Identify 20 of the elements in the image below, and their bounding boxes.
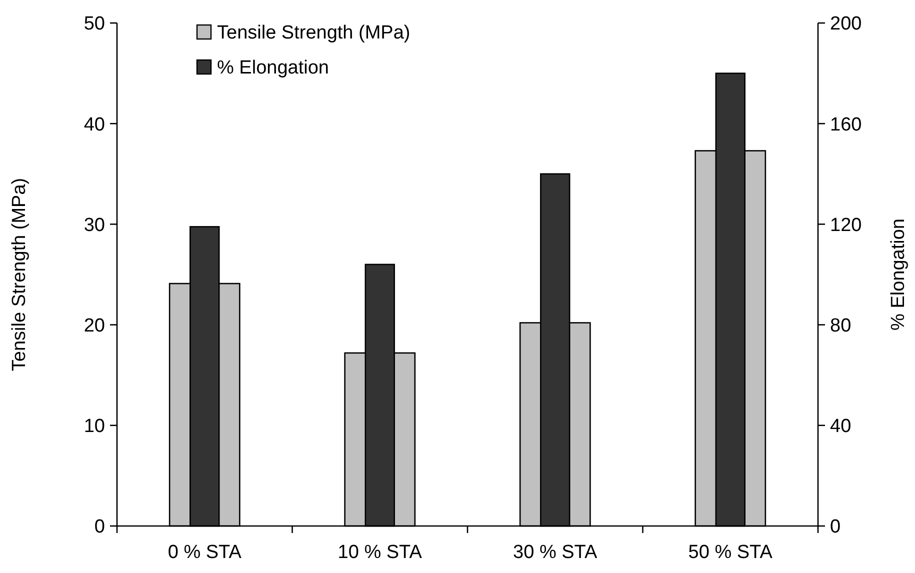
y2-tick-label: 0 [830,516,841,538]
y2-tick-label: 200 [830,14,862,35]
y2-axis-title: % Elongation [888,218,909,330]
x-tick-label: 50 % STA [688,542,773,563]
legend-label: % Elongation [217,58,329,79]
x-tick-label: 30 % STA [513,542,598,563]
x-tick-label: 10 % STA [338,542,422,563]
y-tick-label: 0 [94,516,105,538]
y-tick-label: 40 [84,114,105,136]
y-tick-label: 30 [84,214,105,236]
legend-label: Tensile Strength (MPa) [217,22,410,44]
y2-tick-label: 40 [830,416,852,438]
y2-tick-label: 120 [830,214,862,236]
y2-tick-label: 80 [830,315,852,336]
y-tick-label: 10 [84,416,105,438]
y2-tick-label: 160 [830,114,862,136]
y-axis-title: Tensile Strength (MPa) [9,178,30,372]
x-tick-label: 0 % STA [168,542,242,563]
y-tick-label: 50 [84,14,105,35]
y-tick-label: 20 [84,315,105,336]
